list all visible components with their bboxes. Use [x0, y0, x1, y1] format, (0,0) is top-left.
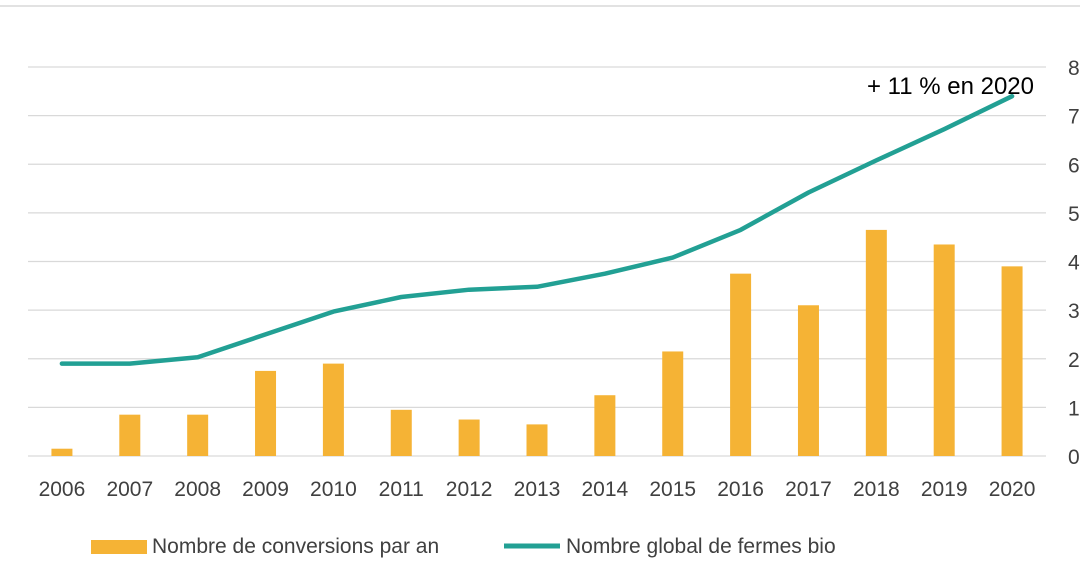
- chart-container: 2006 2007 2008 2009 2010 2011 2012 2013 2014 2015…: [0, 0, 1080, 578]
- bar: [730, 274, 751, 456]
- bar: [119, 415, 140, 456]
- x-tick-label: 2011: [379, 478, 424, 501]
- legend-line-label: Nombre global de fermes bio: [566, 535, 836, 558]
- x-tick-label: 2016: [717, 478, 764, 501]
- legend-bar-label: Nombre de conversions par an: [152, 535, 439, 558]
- y-right-tick-label: 3: [1068, 300, 1080, 323]
- y-right-tick-label: 5: [1068, 203, 1080, 226]
- y-right-tick-label: 1: [1068, 397, 1080, 420]
- x-tick-label: 2006: [39, 478, 86, 501]
- x-tick-label: 2014: [582, 478, 629, 501]
- bar: [459, 420, 480, 456]
- y-right-tick-label: 2: [1068, 349, 1080, 372]
- legend-bar-swatch: [91, 540, 147, 554]
- x-tick-label: 2015: [649, 478, 696, 501]
- x-tick-label: 2019: [921, 478, 968, 501]
- x-tick-label: 2020: [989, 478, 1036, 501]
- bar: [662, 351, 683, 456]
- bar: [255, 371, 276, 456]
- bar: [51, 449, 72, 456]
- x-tick-label: 2017: [785, 478, 832, 501]
- bar: [527, 424, 548, 456]
- legend: Nombre de conversions par an Nombre glob…: [91, 535, 836, 558]
- bar: [798, 305, 819, 456]
- bar: [934, 244, 955, 456]
- bar: [594, 395, 615, 456]
- bar: [323, 364, 344, 456]
- bar: [187, 415, 208, 456]
- x-tick-label: 2007: [106, 478, 153, 501]
- x-tick-label: 2012: [446, 478, 493, 501]
- right-y-axis-tick-labels: 0 1 2 3 4 5 6 7 8: [1068, 57, 1080, 469]
- x-tick-label: 2010: [310, 478, 357, 501]
- x-tick-label: 2009: [242, 478, 289, 501]
- growth-annotation: + 11 % en 2020: [867, 73, 1034, 100]
- bar-series: [51, 230, 1022, 456]
- bar: [866, 230, 887, 456]
- x-axis-tick-labels: 2006 2007 2008 2009 2010 2011 2012 2013 2014 2015…: [39, 478, 1036, 501]
- x-tick-label: 2013: [514, 478, 561, 501]
- x-tick-label: 2008: [174, 478, 221, 501]
- bar: [391, 410, 412, 456]
- x-tick-label: 2018: [853, 478, 900, 501]
- y-right-tick-label: 7: [1068, 106, 1080, 129]
- combo-chart: 2006 2007 2008 2009 2010 2011 2012 2013 2014 2015…: [0, 0, 1080, 578]
- bar: [1002, 266, 1023, 456]
- y-right-tick-label: 8: [1068, 57, 1080, 80]
- gridlines: [28, 67, 1046, 456]
- y-right-tick-label: 4: [1068, 252, 1080, 275]
- y-right-tick-label: 0: [1068, 446, 1080, 469]
- y-right-tick-label: 6: [1068, 154, 1080, 177]
